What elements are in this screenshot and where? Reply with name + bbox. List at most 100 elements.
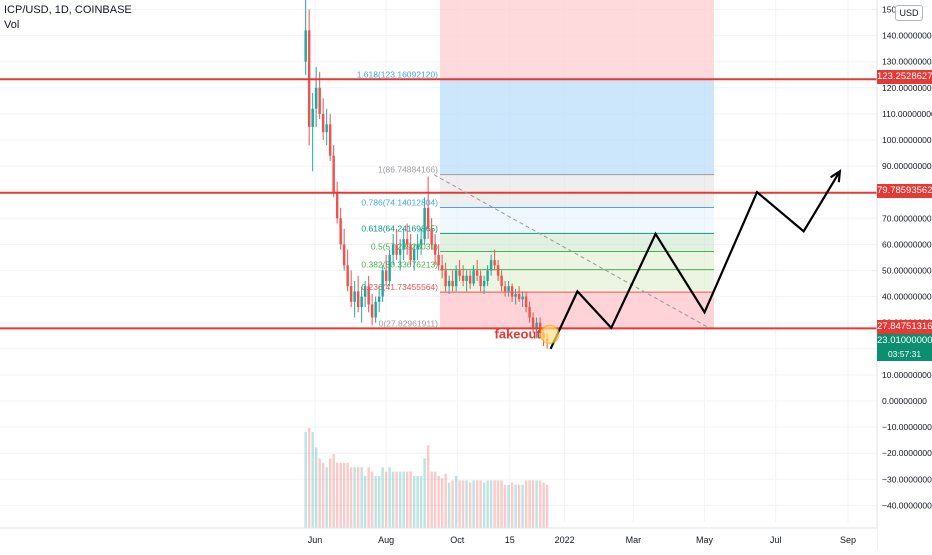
- candle: [531, 317, 535, 328]
- candle: [472, 270, 475, 284]
- y-tick-label: 10.00000000: [882, 370, 932, 380]
- candle: [493, 260, 496, 266]
- volume-bar: [458, 480, 461, 528]
- volume-bar: [528, 480, 531, 528]
- candlesticks: [304, 0, 549, 349]
- volume-bar: [524, 480, 528, 528]
- volume-bar: [475, 480, 479, 528]
- x-tick-label: Sep: [840, 535, 856, 545]
- volume-bar: [374, 476, 377, 528]
- volume-bar: [514, 484, 517, 528]
- candle: [500, 275, 503, 287]
- volume-bar: [447, 482, 451, 528]
- candle: [419, 239, 423, 245]
- volume-bar: [542, 482, 545, 528]
- candle: [395, 244, 398, 255]
- candle: [482, 280, 486, 287]
- x-tick-label: Jul: [770, 535, 782, 545]
- y-tick-label: 110.00000000: [882, 109, 932, 119]
- volume-bar: [353, 467, 356, 528]
- x-tick-label: 2022: [555, 535, 575, 545]
- candle: [468, 275, 472, 284]
- volume-bar: [531, 480, 535, 528]
- projection-path: [549, 169, 842, 350]
- price-axis-panel: [877, 0, 932, 550]
- y-tick-label: −40.00000000: [882, 500, 932, 510]
- fakeout-label: fakeout: [495, 326, 542, 341]
- volume-bar: [332, 454, 335, 528]
- candle: [363, 286, 367, 297]
- volume-bar: [419, 476, 423, 528]
- y-tick-label: 130.00000000: [882, 57, 932, 67]
- candle: [514, 293, 517, 297]
- volume-bar: [496, 480, 500, 528]
- candle: [461, 275, 465, 281]
- candle: [374, 301, 377, 318]
- target-zone: [440, 79, 714, 175]
- candle: [381, 270, 384, 297]
- annotations: fakeout: [495, 324, 560, 345]
- fib-label-1: 1(86.74884166): [378, 165, 438, 175]
- fib-band: [440, 174, 714, 208]
- y-tick-label: −10.00000000: [882, 422, 932, 432]
- volume-bar: [545, 484, 549, 528]
- volume-bar: [538, 480, 542, 528]
- volume-bar: [321, 462, 325, 528]
- volume-bar: [493, 480, 496, 528]
- countdown-tag: 03:57:31: [877, 347, 932, 361]
- volume-bar: [500, 480, 503, 528]
- volume-bar: [325, 467, 328, 528]
- y-tick-label: 50.00000000: [882, 266, 932, 276]
- current-price-tag: 23.01000000: [877, 334, 932, 348]
- candle: [430, 228, 433, 245]
- candle: [433, 244, 437, 255]
- currency-badge[interactable]: USD: [895, 5, 923, 21]
- candle: [325, 124, 328, 133]
- volume-bar: [430, 471, 433, 528]
- volume-bar: [384, 471, 388, 528]
- candle: [416, 244, 419, 250]
- time-axis-panel: [0, 528, 877, 550]
- symbol-title: ICP/USD, 1D, COINBASE: [4, 4, 132, 16]
- x-tick-label: May: [696, 535, 714, 545]
- volume-bar: [489, 480, 493, 528]
- volume-bar: [440, 478, 444, 528]
- fibonacci-retracement: 1.618(123.16092120) 1(86.74884166) 0.786(7…: [357, 70, 714, 329]
- volume-bar: [409, 471, 412, 528]
- y-tick-label: 0.00000000: [882, 396, 927, 406]
- upper-zone: [440, 0, 714, 80]
- candle: [507, 286, 510, 292]
- x-tick-label: Aug: [378, 535, 394, 545]
- volume-bar: [398, 471, 402, 528]
- candle: [360, 296, 363, 308]
- volume-bar: [482, 482, 486, 528]
- candle: [535, 322, 538, 328]
- volume-label: Vol: [4, 19, 20, 31]
- volume-bar: [535, 480, 538, 528]
- candle: [384, 270, 388, 281]
- fib-band: [440, 207, 714, 234]
- volume-bar: [465, 480, 468, 528]
- volume-bar: [510, 482, 514, 528]
- y-tick-label: −20.00000000: [882, 448, 932, 458]
- candle: [521, 296, 524, 300]
- fib-label-1.618: 1.618(123.16092120): [357, 70, 438, 80]
- candle: [328, 124, 332, 156]
- candle: [475, 270, 479, 276]
- candle: [458, 270, 461, 276]
- volume-bar: [423, 458, 426, 528]
- volume-bar: [479, 480, 482, 528]
- candle: [451, 280, 454, 287]
- fib-label-0.786: 0.786(74.14012804): [361, 197, 438, 207]
- y-tick-label: 100.00000000: [882, 135, 932, 145]
- candle: [489, 260, 493, 271]
- candle: [496, 265, 500, 276]
- fib-band: [440, 292, 714, 329]
- y-tick-label: 140.00000000: [882, 31, 932, 41]
- volume-bar: [405, 471, 409, 528]
- volume-bar: [307, 428, 311, 528]
- candle: [391, 244, 395, 255]
- candle: [346, 265, 349, 287]
- candle: [454, 270, 458, 287]
